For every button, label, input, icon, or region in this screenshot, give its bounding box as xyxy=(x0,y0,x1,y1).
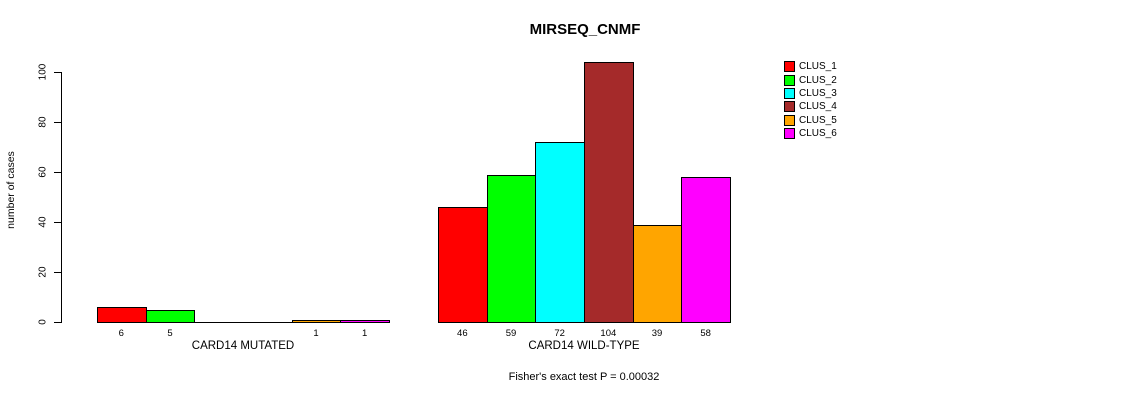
legend-item-clus_4: CLUS_4 xyxy=(784,100,837,113)
legend-label: CLUS_1 xyxy=(799,61,837,73)
y-axis-tick xyxy=(54,72,61,73)
bar-clus_5 xyxy=(632,224,683,323)
legend-swatch xyxy=(784,101,795,113)
legend-item-clus_5: CLUS_5 xyxy=(784,114,837,127)
bar-value-label: 5 xyxy=(167,328,173,339)
y-axis-tick xyxy=(54,272,61,273)
group-label: CARD14 MUTATED xyxy=(191,340,295,352)
bar-clus_6 xyxy=(681,177,731,323)
legend-item-clus_2: CLUS_2 xyxy=(784,73,837,86)
legend-label: CLUS_3 xyxy=(799,87,837,99)
y-axis-tick-label: 80 xyxy=(37,116,49,128)
legend-label: CLUS_6 xyxy=(799,128,837,140)
y-axis-tick xyxy=(54,322,61,323)
legend-item-clus_6: CLUS_6 xyxy=(784,127,837,140)
y-axis-line xyxy=(61,72,62,323)
fisher-test-annotation: Fisher's exact test P = 0.00032 xyxy=(508,371,660,383)
group-baseline xyxy=(438,322,732,323)
group-baseline xyxy=(97,322,391,323)
legend-swatch xyxy=(784,128,795,140)
bar-value-label: 6 xyxy=(118,328,124,339)
bar-value-label: 58 xyxy=(700,328,711,339)
y-axis-tick-label: 100 xyxy=(37,63,49,81)
legend-swatch xyxy=(784,114,795,126)
bar-value-label: 1 xyxy=(313,328,319,339)
bar-value-label: 46 xyxy=(457,328,468,339)
y-axis-tick-label: 20 xyxy=(37,266,49,278)
bar-clus_2 xyxy=(486,174,537,323)
legend-swatch xyxy=(784,61,795,73)
y-axis-tick-label: 40 xyxy=(37,216,49,228)
bar-clus_3 xyxy=(535,142,585,323)
y-axis-title: number of cases xyxy=(5,151,17,229)
group-label: CARD14 WILD-TYPE xyxy=(528,340,640,352)
y-axis-tick-label: 0 xyxy=(37,319,49,325)
legend: CLUS_1 CLUS_2 CLUS_3 CLUS_4 CLUS_5 CLUS_6 xyxy=(784,60,837,140)
legend-item-clus_3: CLUS_3 xyxy=(784,87,837,100)
chart-title: MIRSEQ_CNMF xyxy=(529,21,641,38)
bar-value-label: 39 xyxy=(651,328,663,339)
y-axis-tick-label: 60 xyxy=(37,166,49,178)
bar-value-label: 1 xyxy=(362,328,368,339)
legend-label: CLUS_5 xyxy=(799,114,837,126)
y-axis-tick xyxy=(54,172,61,173)
legend-swatch xyxy=(784,87,795,99)
bar-clus_1 xyxy=(438,207,488,323)
bar-clus_2 xyxy=(145,309,196,323)
y-axis-tick xyxy=(54,222,61,223)
bar-clus_4 xyxy=(584,62,634,323)
legend-item-clus_1: CLUS_1 xyxy=(784,60,837,73)
bar-value-label: 72 xyxy=(554,328,565,339)
legend-label: CLUS_2 xyxy=(799,74,837,86)
y-axis-tick xyxy=(54,122,61,123)
legend-label: CLUS_4 xyxy=(799,101,837,113)
bar-value-label: 59 xyxy=(505,328,517,339)
bar-value-label: 104 xyxy=(600,328,617,339)
bar-clus_1 xyxy=(97,307,147,323)
legend-swatch xyxy=(784,74,795,86)
